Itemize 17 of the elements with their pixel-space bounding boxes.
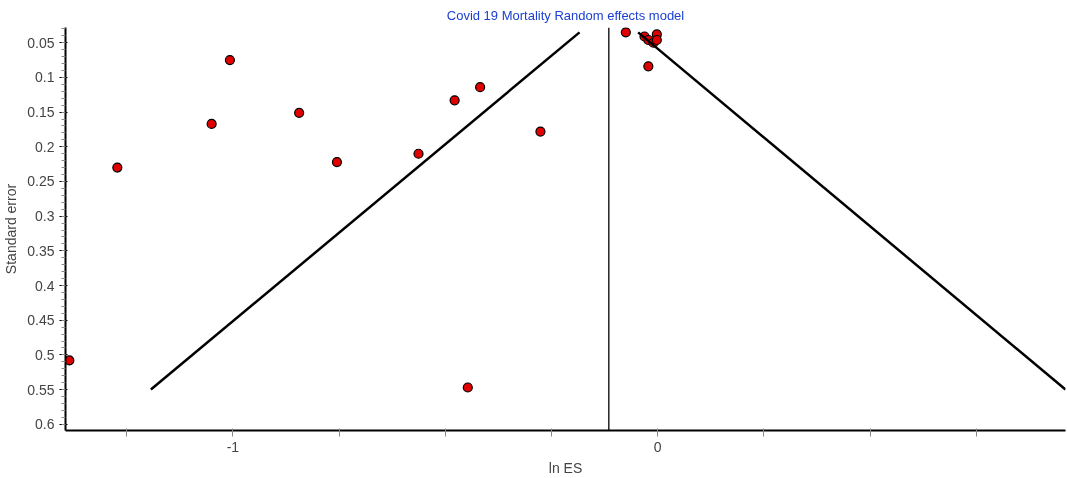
y-tick-label: 0.25 (27, 173, 55, 190)
chart-title: Covid 19 Mortality Random effects model (446, 7, 685, 23)
y-tick-label: 0.5 (35, 346, 55, 363)
y-tick-label: 0.55 (27, 381, 55, 398)
y-tick-label: 0.6 (35, 416, 55, 433)
x-tick-label: 0 (653, 438, 662, 455)
y-tick-label: 0.4 (35, 277, 55, 294)
y-tick-label: 0.45 (27, 312, 55, 329)
y-tick-label: 0.35 (27, 242, 55, 259)
y-tick-label: 0.15 (27, 104, 55, 121)
y-tick-label: 0.05 (27, 34, 55, 51)
x-axis-title: ln ES (548, 459, 583, 476)
y-tick-label: 0.3 (35, 208, 55, 225)
y-axis-title: Standard error (3, 183, 20, 275)
y-tick-label: 0.1 (35, 69, 55, 86)
y-tick-label: 0.2 (35, 138, 55, 155)
x-tick-label: -1 (226, 438, 240, 455)
